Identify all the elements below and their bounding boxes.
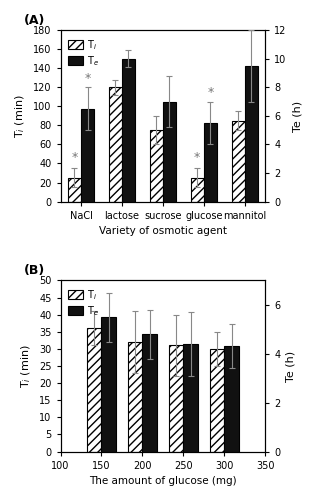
Bar bbox=[122, 59, 135, 202]
Bar bbox=[210, 349, 224, 452]
Legend: T$_i$, T$_e$: T$_i$, T$_e$ bbox=[65, 285, 102, 320]
X-axis label: Variety of osmotic agent: Variety of osmotic agent bbox=[99, 226, 227, 236]
Bar bbox=[232, 120, 245, 202]
Y-axis label: Te (h): Te (h) bbox=[292, 100, 302, 132]
Text: *: * bbox=[207, 86, 213, 99]
Bar bbox=[183, 344, 198, 452]
Bar bbox=[101, 317, 116, 452]
Bar bbox=[81, 109, 94, 202]
Y-axis label: Te (h): Te (h) bbox=[286, 350, 296, 382]
Text: *: * bbox=[71, 152, 78, 164]
Bar bbox=[169, 346, 183, 452]
Bar bbox=[245, 66, 258, 202]
Bar bbox=[87, 328, 101, 452]
Text: *: * bbox=[84, 72, 91, 85]
Bar bbox=[109, 88, 122, 202]
Text: *: * bbox=[194, 152, 200, 164]
Bar bbox=[163, 102, 176, 202]
Text: (A): (A) bbox=[24, 14, 45, 27]
Bar bbox=[224, 346, 239, 452]
Bar bbox=[150, 130, 163, 202]
Y-axis label: T$_i$ (min): T$_i$ (min) bbox=[14, 94, 27, 138]
X-axis label: The amount of glucose (mg): The amount of glucose (mg) bbox=[89, 476, 237, 486]
Bar bbox=[143, 334, 157, 452]
Bar bbox=[191, 178, 204, 202]
Bar bbox=[128, 342, 143, 452]
Bar bbox=[204, 123, 217, 202]
Text: (B): (B) bbox=[24, 264, 45, 277]
Bar bbox=[68, 178, 81, 202]
Legend: T$_i$, T$_e$: T$_i$, T$_e$ bbox=[65, 35, 102, 70]
Y-axis label: T$_i$ (min): T$_i$ (min) bbox=[20, 344, 33, 388]
